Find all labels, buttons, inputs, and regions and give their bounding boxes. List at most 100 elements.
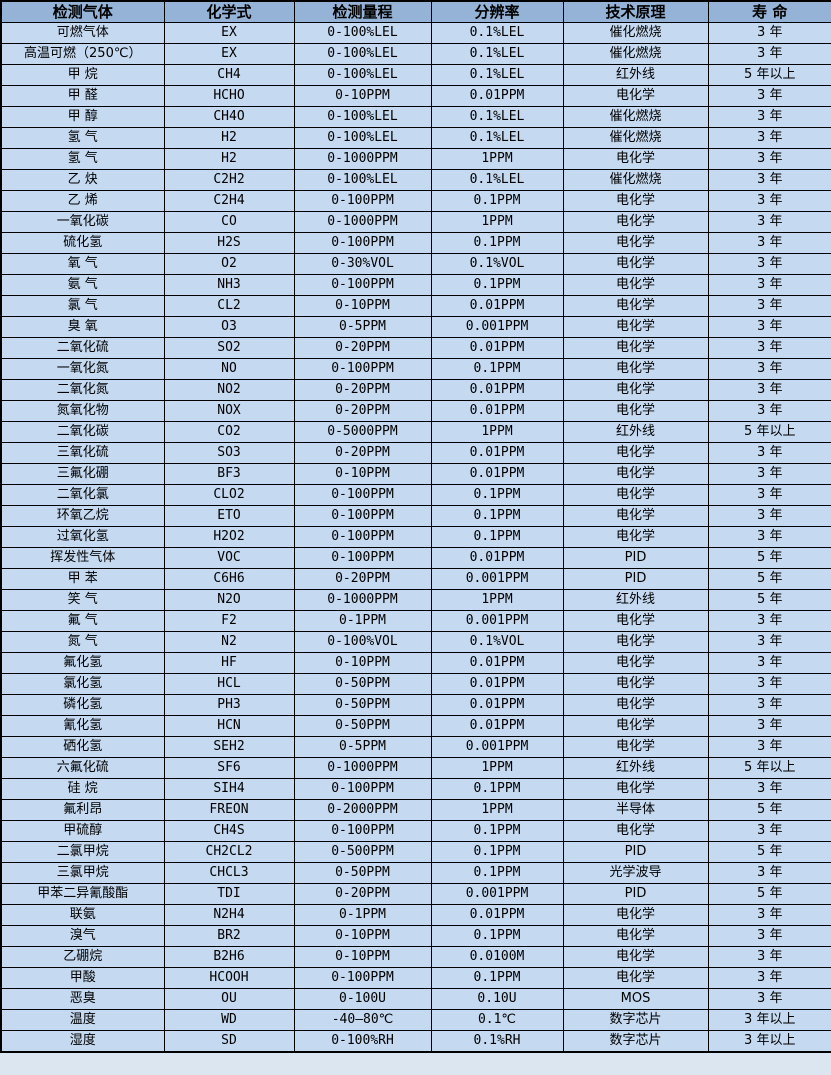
cell-gas: 联氨 bbox=[0, 904, 165, 926]
cell-formula: SF6 bbox=[163, 757, 295, 779]
cell-lifespan: 3 年 bbox=[707, 85, 831, 107]
cell-gas: 溴气 bbox=[0, 925, 165, 947]
cell-formula: HCHO bbox=[163, 85, 295, 107]
cell-formula: C6H6 bbox=[163, 568, 295, 590]
cell-principle: 电化学 bbox=[562, 148, 709, 170]
cell-principle: 红外线 bbox=[562, 757, 709, 779]
table-row: 氯化氢 HCL 0-50PPM 0.01PPM 电化学 3 年 bbox=[0, 673, 831, 695]
cell-range: 0-100%LEL bbox=[293, 22, 432, 44]
cell-resolution: 1PPM bbox=[430, 799, 564, 821]
cell-range: 0-50PPM bbox=[293, 715, 432, 737]
cell-range: 0-10PPM bbox=[293, 946, 432, 968]
cell-formula: SD bbox=[163, 1030, 295, 1053]
cell-range: 0-20PPM bbox=[293, 883, 432, 905]
cell-principle: 电化学 bbox=[562, 337, 709, 359]
cell-principle: 电化学 bbox=[562, 463, 709, 485]
cell-formula: OU bbox=[163, 988, 295, 1010]
column-header-formula: 化学式 bbox=[163, 0, 295, 23]
cell-principle: 电化学 bbox=[562, 379, 709, 401]
table-row: 甲苯二异氰酸酯 TDI 0-20PPM 0.001PPM PID 5 年 bbox=[0, 883, 831, 905]
column-header-range: 检测量程 bbox=[293, 0, 432, 23]
cell-principle: 电化学 bbox=[562, 673, 709, 695]
cell-range: 0-100%RH bbox=[293, 1030, 432, 1053]
table-row: 甲 醇 CH4O 0-100%LEL 0.1%LEL 催化燃烧 3 年 bbox=[0, 106, 831, 128]
cell-gas: 甲 醛 bbox=[0, 85, 165, 107]
cell-resolution: 0.1PPM bbox=[430, 505, 564, 527]
table-row: 氧 气 O2 0-30%VOL 0.1%VOL 电化学 3 年 bbox=[0, 253, 831, 275]
cell-gas: 甲硫醇 bbox=[0, 820, 165, 842]
cell-gas: 湿度 bbox=[0, 1030, 165, 1053]
cell-formula: O2 bbox=[163, 253, 295, 275]
cell-principle: 电化学 bbox=[562, 946, 709, 968]
cell-principle: 催化燃烧 bbox=[562, 22, 709, 44]
cell-gas: 硒化氢 bbox=[0, 736, 165, 758]
cell-range: 0-100%LEL bbox=[293, 64, 432, 86]
cell-gas: 三氯甲烷 bbox=[0, 862, 165, 884]
cell-range: 0-100PPM bbox=[293, 190, 432, 212]
cell-lifespan: 5 年以上 bbox=[707, 64, 831, 86]
table-row: 甲 烷 CH4 0-100%LEL 0.1%LEL 红外线 5 年以上 bbox=[0, 64, 831, 86]
table-row: 三氧化硫 SO3 0-20PPM 0.01PPM 电化学 3 年 bbox=[0, 442, 831, 464]
cell-gas: 氟化氢 bbox=[0, 652, 165, 674]
cell-principle: 催化燃烧 bbox=[562, 169, 709, 191]
cell-range: 0-1000PPM bbox=[293, 589, 432, 611]
cell-range: 0-10PPM bbox=[293, 652, 432, 674]
cell-formula: SEH2 bbox=[163, 736, 295, 758]
cell-principle: 数字芯片 bbox=[562, 1030, 709, 1053]
table-row: 二氧化硫 SO2 0-20PPM 0.01PPM 电化学 3 年 bbox=[0, 337, 831, 359]
cell-range: 0-20PPM bbox=[293, 568, 432, 590]
cell-principle: 催化燃烧 bbox=[562, 43, 709, 65]
gas-spec-table: 检测气体 化学式 检测量程 分辨率 技术原理 寿 命 可燃气体 EX 0-100… bbox=[0, 0, 831, 1053]
cell-lifespan: 3 年 bbox=[707, 337, 831, 359]
cell-formula: CH4O bbox=[163, 106, 295, 128]
cell-range: 0-100PPM bbox=[293, 484, 432, 506]
cell-lifespan: 3 年 bbox=[707, 967, 831, 989]
cell-gas: 一氧化碳 bbox=[0, 211, 165, 233]
table-row: 氮 气 N2 0-100%VOL 0.1%VOL 电化学 3 年 bbox=[0, 631, 831, 653]
cell-lifespan: 3 年 bbox=[707, 820, 831, 842]
cell-lifespan: 3 年 bbox=[707, 316, 831, 338]
cell-principle: PID bbox=[562, 547, 709, 569]
cell-lifespan: 3 年 bbox=[707, 232, 831, 254]
cell-lifespan: 3 年 bbox=[707, 253, 831, 275]
cell-principle: 电化学 bbox=[562, 904, 709, 926]
cell-lifespan: 3 年以上 bbox=[707, 1009, 831, 1031]
cell-lifespan: 3 年 bbox=[707, 43, 831, 65]
table-row: 氢 气 H2 0-100%LEL 0.1%LEL 催化燃烧 3 年 bbox=[0, 127, 831, 149]
table-row: 溴气 BR2 0-10PPM 0.1PPM 电化学 3 年 bbox=[0, 925, 831, 947]
cell-resolution: 0.1PPM bbox=[430, 925, 564, 947]
cell-lifespan: 3 年以上 bbox=[707, 1030, 831, 1053]
cell-formula: HCN bbox=[163, 715, 295, 737]
table-row: 二氧化氯 CLO2 0-100PPM 0.1PPM 电化学 3 年 bbox=[0, 484, 831, 506]
cell-range: 0-10PPM bbox=[293, 463, 432, 485]
cell-principle: 催化燃烧 bbox=[562, 106, 709, 128]
cell-gas: 二氧化碳 bbox=[0, 421, 165, 443]
cell-principle: 电化学 bbox=[562, 715, 709, 737]
table-row: 联氨 N2H4 0-1PPM 0.01PPM 电化学 3 年 bbox=[0, 904, 831, 926]
cell-range: 0-10PPM bbox=[293, 295, 432, 317]
cell-resolution: 0.01PPM bbox=[430, 400, 564, 422]
cell-principle: 电化学 bbox=[562, 820, 709, 842]
cell-lifespan: 3 年 bbox=[707, 715, 831, 737]
cell-lifespan: 3 年 bbox=[707, 22, 831, 44]
cell-formula: VOC bbox=[163, 547, 295, 569]
cell-range: 0-100%LEL bbox=[293, 169, 432, 191]
cell-lifespan: 3 年 bbox=[707, 169, 831, 191]
cell-lifespan: 3 年 bbox=[707, 694, 831, 716]
cell-lifespan: 5 年 bbox=[707, 841, 831, 863]
cell-range: 0-100%LEL bbox=[293, 127, 432, 149]
table-body: 可燃气体 EX 0-100%LEL 0.1%LEL 催化燃烧 3 年 高温可燃（… bbox=[0, 22, 831, 1053]
cell-gas: 六氟化硫 bbox=[0, 757, 165, 779]
table-row: 笑 气 N2O 0-1000PPM 1PPM 红外线 5 年 bbox=[0, 589, 831, 611]
cell-resolution: 0.1%LEL bbox=[430, 43, 564, 65]
cell-gas: 乙 烯 bbox=[0, 190, 165, 212]
table-row: 温度 WD -40—80℃ 0.1℃ 数字芯片 3 年以上 bbox=[0, 1009, 831, 1031]
cell-formula: H2O2 bbox=[163, 526, 295, 548]
column-header-lifespan: 寿 命 bbox=[707, 0, 831, 23]
table-row: 氰化氢 HCN 0-50PPM 0.01PPM 电化学 3 年 bbox=[0, 715, 831, 737]
cell-lifespan: 3 年 bbox=[707, 106, 831, 128]
cell-gas: 硫化氢 bbox=[0, 232, 165, 254]
cell-resolution: 0.1PPM bbox=[430, 841, 564, 863]
cell-resolution: 0.001PPM bbox=[430, 316, 564, 338]
cell-principle: 电化学 bbox=[562, 358, 709, 380]
